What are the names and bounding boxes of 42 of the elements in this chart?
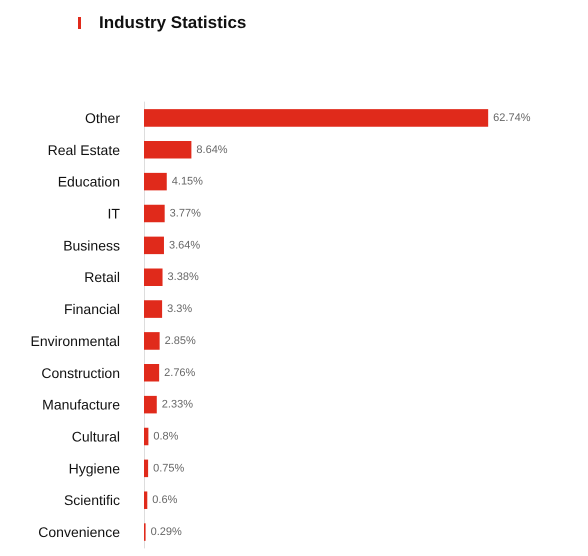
y-tick-label: Hygiene xyxy=(68,460,120,476)
data-label: 0.8% xyxy=(153,430,179,442)
y-tick-label: Retail xyxy=(84,269,120,286)
data-label: 4.15% xyxy=(172,176,204,188)
y-tick-label: Scientific xyxy=(64,492,120,508)
data-label: 3.3% xyxy=(167,303,192,316)
bar xyxy=(144,268,163,286)
y-tick-label: IT xyxy=(108,206,120,222)
y-tick-label: Cultural xyxy=(72,428,120,444)
bar xyxy=(144,300,162,318)
data-label: 3.64% xyxy=(168,239,200,252)
bar xyxy=(144,491,148,509)
data-label: 0.29% xyxy=(150,526,182,538)
y-tick-label: Real Estate xyxy=(48,142,120,158)
bar xyxy=(144,236,164,254)
bar xyxy=(144,460,148,478)
y-tick-label: Other xyxy=(84,110,120,126)
data-label: 3.38% xyxy=(168,271,199,284)
y-tick-label: Environmental xyxy=(30,332,120,349)
y-tick-label: Business xyxy=(63,237,120,254)
y-tick-label: Education xyxy=(58,174,120,190)
data-label: 2.85% xyxy=(164,334,196,347)
data-label: 2.76% xyxy=(164,366,196,379)
data-label: 0.6% xyxy=(152,494,178,506)
y-tick-label: Convenience xyxy=(38,524,120,540)
data-label: 8.64% xyxy=(196,144,228,156)
bar xyxy=(144,172,167,190)
bar xyxy=(144,204,165,222)
data-label: 0.75% xyxy=(153,462,185,474)
y-tick-label: Financial xyxy=(64,301,120,318)
data-label: 2.33% xyxy=(162,398,194,411)
bar xyxy=(144,109,488,127)
bar xyxy=(144,332,160,350)
y-tick-label: Manufacture xyxy=(42,396,120,413)
y-tick-label: Construction xyxy=(41,364,120,381)
data-label: 62.74% xyxy=(493,112,531,124)
bar xyxy=(144,428,148,446)
bar xyxy=(144,141,192,159)
bar xyxy=(144,364,160,382)
data-label: 3.77% xyxy=(170,208,202,220)
bar xyxy=(144,396,157,414)
chart-title: Industry Statistics xyxy=(99,13,246,33)
